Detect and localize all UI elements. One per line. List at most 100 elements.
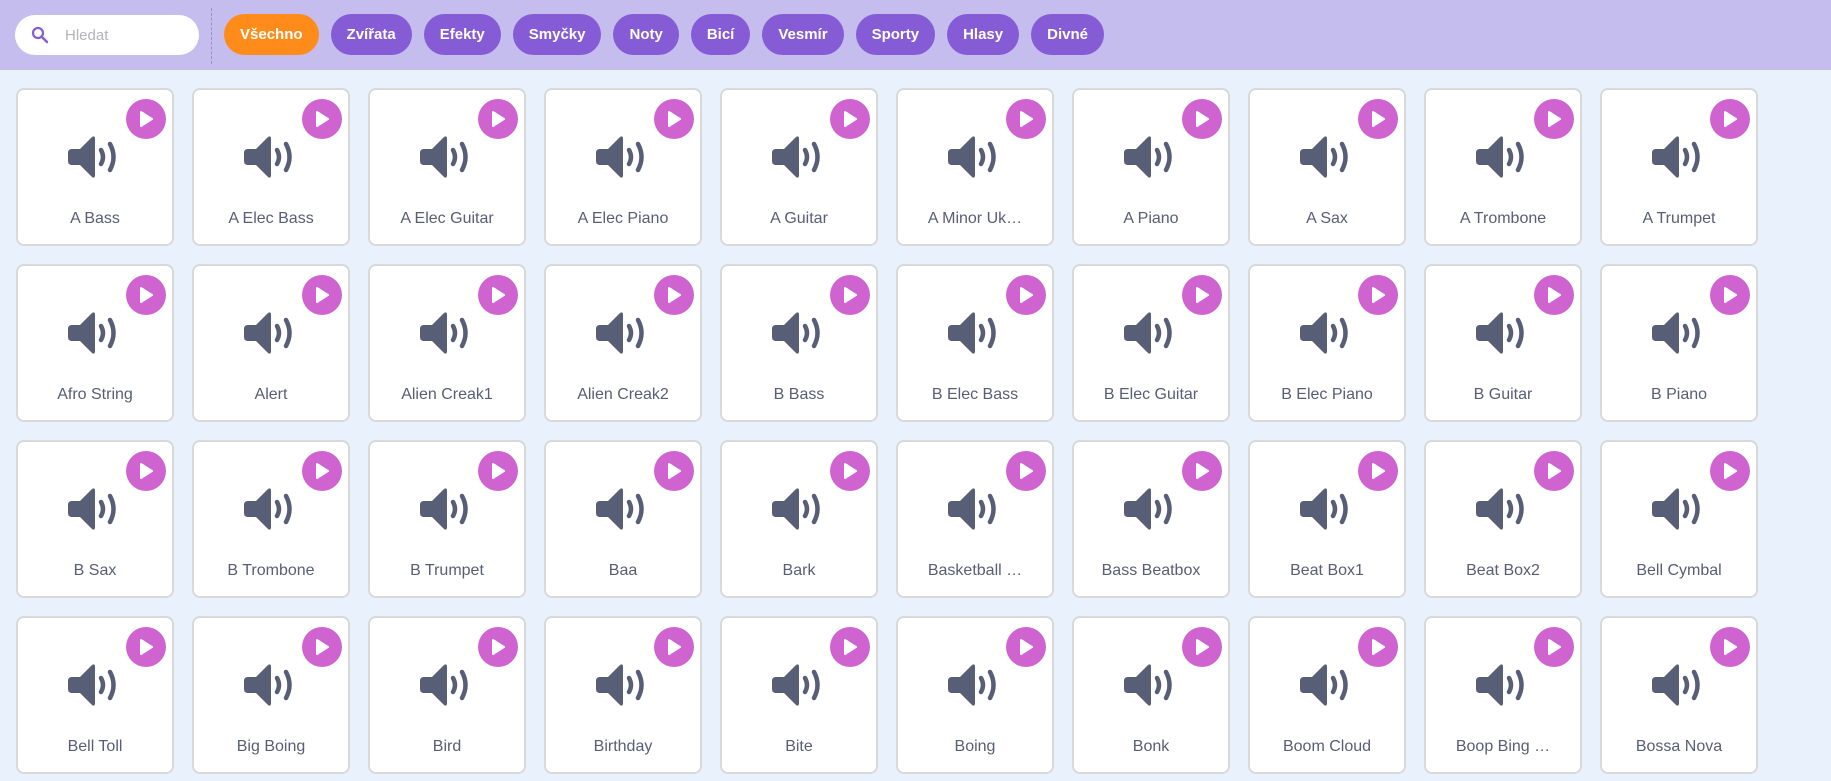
- play-icon: [1020, 463, 1033, 479]
- sound-card[interactable]: A Elec Bass: [192, 88, 350, 246]
- play-button[interactable]: [1358, 627, 1398, 667]
- play-button[interactable]: [1710, 99, 1750, 139]
- sound-card[interactable]: B Trombone: [192, 440, 350, 598]
- play-button[interactable]: [1182, 275, 1222, 315]
- speaker-icon: [68, 311, 124, 355]
- play-button[interactable]: [1182, 627, 1222, 667]
- category-7[interactable]: Sporty: [855, 14, 936, 55]
- speaker-icon: [1652, 487, 1708, 531]
- sound-card[interactable]: A Elec Guitar: [368, 88, 526, 246]
- category-4[interactable]: Noty: [613, 14, 679, 55]
- sound-card[interactable]: Bark: [720, 440, 878, 598]
- play-button[interactable]: [1182, 99, 1222, 139]
- sound-card[interactable]: B Piano: [1600, 264, 1758, 422]
- sound-card[interactable]: Bossa Nova: [1600, 616, 1758, 774]
- sound-card[interactable]: Basketball …: [896, 440, 1054, 598]
- play-button[interactable]: [302, 99, 342, 139]
- sound-card[interactable]: Boop Bing …: [1424, 616, 1582, 774]
- play-button[interactable]: [478, 275, 518, 315]
- play-button[interactable]: [1006, 99, 1046, 139]
- sound-card[interactable]: A Piano: [1072, 88, 1230, 246]
- play-button[interactable]: [302, 275, 342, 315]
- sound-card[interactable]: Bell Cymbal: [1600, 440, 1758, 598]
- play-button[interactable]: [1534, 99, 1574, 139]
- sound-card[interactable]: Bite: [720, 616, 878, 774]
- play-button[interactable]: [1534, 451, 1574, 491]
- sound-card[interactable]: A Guitar: [720, 88, 878, 246]
- play-button[interactable]: [830, 627, 870, 667]
- play-button[interactable]: [1710, 275, 1750, 315]
- sound-card[interactable]: B Elec Guitar: [1072, 264, 1230, 422]
- play-icon: [1372, 463, 1385, 479]
- sound-card[interactable]: Beat Box1: [1248, 440, 1406, 598]
- sound-card[interactable]: B Guitar: [1424, 264, 1582, 422]
- sound-card[interactable]: B Sax: [16, 440, 174, 598]
- play-icon: [1020, 639, 1033, 655]
- sound-card[interactable]: Bell Toll: [16, 616, 174, 774]
- category-0[interactable]: Všechno: [224, 14, 319, 55]
- sound-card[interactable]: B Elec Piano: [1248, 264, 1406, 422]
- category-9[interactable]: Divné: [1031, 14, 1104, 55]
- sound-card[interactable]: Birthday: [544, 616, 702, 774]
- sound-card[interactable]: B Trumpet: [368, 440, 526, 598]
- sound-card[interactable]: B Bass: [720, 264, 878, 422]
- play-button[interactable]: [830, 451, 870, 491]
- play-button[interactable]: [1358, 451, 1398, 491]
- play-button[interactable]: [126, 275, 166, 315]
- sound-card[interactable]: Bird: [368, 616, 526, 774]
- sound-card[interactable]: Big Boing: [192, 616, 350, 774]
- play-button[interactable]: [1006, 275, 1046, 315]
- play-button[interactable]: [654, 275, 694, 315]
- play-icon: [140, 639, 153, 655]
- play-button[interactable]: [654, 99, 694, 139]
- play-button[interactable]: [830, 275, 870, 315]
- sound-card[interactable]: Boing: [896, 616, 1054, 774]
- play-button[interactable]: [830, 99, 870, 139]
- play-button[interactable]: [478, 627, 518, 667]
- category-3[interactable]: Smyčky: [512, 14, 602, 55]
- play-button[interactable]: [478, 99, 518, 139]
- play-button[interactable]: [126, 99, 166, 139]
- category-8[interactable]: Hlasy: [947, 14, 1020, 55]
- sound-name: Beat Box1: [1290, 562, 1364, 579]
- sound-card[interactable]: Bass Beatbox: [1072, 440, 1230, 598]
- play-button[interactable]: [1534, 275, 1574, 315]
- category-6[interactable]: Vesmír: [762, 14, 844, 55]
- play-button[interactable]: [126, 627, 166, 667]
- sound-card[interactable]: A Trombone: [1424, 88, 1582, 246]
- sound-card[interactable]: Afro String: [16, 264, 174, 422]
- play-button[interactable]: [1006, 451, 1046, 491]
- sound-name: B Elec Piano: [1281, 386, 1373, 403]
- sound-card[interactable]: A Elec Piano: [544, 88, 702, 246]
- sound-card[interactable]: Alien Creak2: [544, 264, 702, 422]
- sound-card[interactable]: A Sax: [1248, 88, 1406, 246]
- play-button[interactable]: [478, 451, 518, 491]
- sound-card[interactable]: Baa: [544, 440, 702, 598]
- sound-card[interactable]: A Bass: [16, 88, 174, 246]
- sound-card[interactable]: Alert: [192, 264, 350, 422]
- play-button[interactable]: [126, 451, 166, 491]
- sound-card[interactable]: Alien Creak1: [368, 264, 526, 422]
- play-button[interactable]: [654, 451, 694, 491]
- sound-card[interactable]: Beat Box2: [1424, 440, 1582, 598]
- category-5[interactable]: Bicí: [690, 14, 751, 55]
- sound-card[interactable]: Bonk: [1072, 616, 1230, 774]
- category-2[interactable]: Efekty: [423, 14, 501, 55]
- play-button[interactable]: [1534, 627, 1574, 667]
- search-box[interactable]: [15, 15, 199, 55]
- sound-card[interactable]: A Minor Uk…: [896, 88, 1054, 246]
- play-button[interactable]: [302, 627, 342, 667]
- search-input[interactable]: [65, 26, 185, 44]
- category-1[interactable]: Zvířata: [330, 14, 412, 55]
- play-button[interactable]: [1006, 627, 1046, 667]
- play-button[interactable]: [1182, 451, 1222, 491]
- sound-card[interactable]: Boom Cloud: [1248, 616, 1406, 774]
- sound-card[interactable]: A Trumpet: [1600, 88, 1758, 246]
- play-button[interactable]: [302, 451, 342, 491]
- play-button[interactable]: [1710, 451, 1750, 491]
- sound-card[interactable]: B Elec Bass: [896, 264, 1054, 422]
- play-button[interactable]: [1358, 275, 1398, 315]
- play-button[interactable]: [1358, 99, 1398, 139]
- play-button[interactable]: [1710, 627, 1750, 667]
- play-button[interactable]: [654, 627, 694, 667]
